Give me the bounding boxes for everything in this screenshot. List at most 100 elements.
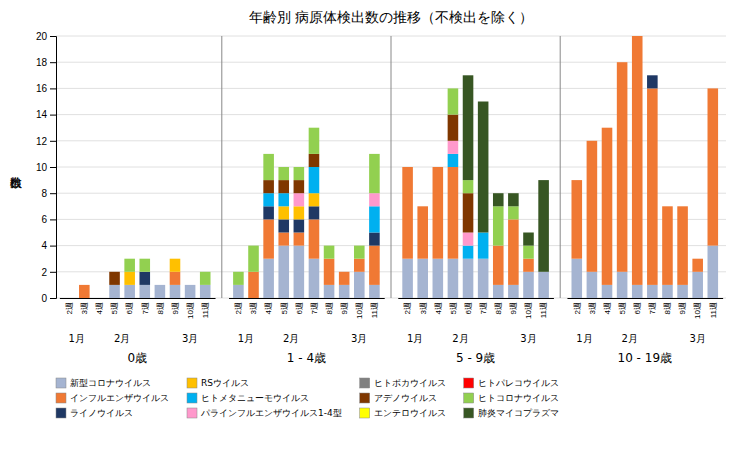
bar-segment <box>662 206 673 207</box>
bar-segment <box>339 285 350 298</box>
bar-segment <box>692 258 703 259</box>
bar-segment <box>155 285 166 298</box>
tick-mark <box>50 219 56 220</box>
bar-segment <box>79 284 90 285</box>
bar-segment <box>339 271 350 272</box>
bar-segment <box>200 272 211 285</box>
bar-segment <box>587 141 598 272</box>
bar-segment <box>155 284 166 285</box>
tick-label: 4週 <box>434 302 443 314</box>
bar-segment <box>185 284 196 285</box>
group-label: 5 - 9歳 <box>456 351 495 365</box>
x-tick: 7週 <box>141 298 150 314</box>
bar-segment <box>632 36 643 37</box>
group-label: 0歳 <box>127 351 147 365</box>
title: 年齢別 病原体検出数の推移（不検出を除く） <box>249 9 533 25</box>
bar-segment <box>185 285 196 298</box>
x-tick: 6週 <box>125 298 134 314</box>
bar-segment <box>417 206 428 207</box>
bar-segment <box>94 298 105 299</box>
bar-segment <box>309 219 320 258</box>
bar-segment <box>155 284 166 285</box>
x-tick: 5週 <box>110 298 119 314</box>
bar-segment <box>79 285 90 298</box>
month-label: 2月 <box>283 333 299 344</box>
legend-label: ヒトコロナウイルス <box>478 393 559 403</box>
bar-segment <box>278 193 289 206</box>
legend: 新型コロナウイルスインフルエンザウイルスライノウイルスRSウイルスヒトメタニュー… <box>56 378 559 418</box>
x-tick: 3週 <box>419 298 428 314</box>
bar-segment <box>79 284 90 285</box>
tick-label: 8週 <box>494 302 503 314</box>
bar-segment <box>448 141 459 154</box>
x-tick: 4週 <box>95 298 104 314</box>
bar-segment <box>692 258 703 259</box>
bar-segment <box>602 127 613 128</box>
legend-swatch <box>464 393 474 403</box>
bar-segment <box>200 271 211 272</box>
bar-segment <box>417 206 428 207</box>
bar-segment <box>124 258 135 259</box>
bar-segment <box>94 298 105 299</box>
bar-segment <box>571 180 582 181</box>
bar-segment <box>587 140 598 141</box>
bar-segment <box>417 206 428 207</box>
tick-mark <box>50 167 56 168</box>
bar-segment <box>79 284 90 285</box>
tick-label: 6週 <box>464 302 473 314</box>
x-tick: 4週 <box>264 298 273 314</box>
tick-label: 5週 <box>280 302 289 314</box>
bar-segment <box>402 167 413 168</box>
tick-label: 2 <box>41 267 47 278</box>
bar-segment <box>64 298 75 299</box>
bar-segment <box>124 285 135 298</box>
x-tick: 7週 <box>479 298 488 314</box>
tick-label: 2週 <box>573 302 582 314</box>
x-axis: 2週3週4週5週6週7週8週9週10週11週 <box>60 298 216 319</box>
bar-segment <box>170 258 181 259</box>
x-tick: 2週 <box>573 298 582 314</box>
bar-segment <box>155 284 166 285</box>
bar-segment <box>294 233 305 246</box>
legend-item: ヒトコロナウイルス <box>464 393 559 403</box>
tick-mark <box>50 62 56 63</box>
bar-segment <box>662 206 673 207</box>
legend-item: ライノウイルス <box>56 408 133 418</box>
legend-item: インフルエンザウイルス <box>56 393 169 403</box>
bar-segment <box>632 36 643 37</box>
bar-segment <box>64 298 75 299</box>
tick-label: 18 <box>36 57 48 68</box>
bar-segment <box>294 167 305 168</box>
bar-segment <box>402 167 413 168</box>
axis-line <box>398 298 554 299</box>
bar-segment <box>538 180 549 272</box>
bar-segment <box>339 271 350 272</box>
bar-segment <box>109 271 120 272</box>
x-tick: 3週 <box>80 298 89 314</box>
bar-segment <box>354 246 365 259</box>
bar-segment <box>64 298 75 299</box>
bar-segment <box>309 206 320 219</box>
bar-segment <box>324 285 335 298</box>
bar-series <box>463 75 549 271</box>
legend-label: ヒトパレコウイルス <box>478 378 559 388</box>
x-annotations: 1月2月3月0歳1月2月3月1 - 4歳1月2月3月5 - 9歳1月2月3月10… <box>69 333 706 365</box>
x-tick: 11週 <box>370 298 379 318</box>
bar-segment <box>662 206 673 207</box>
bar-segment <box>617 62 628 63</box>
tick-label: 7週 <box>479 302 488 314</box>
bar-segment <box>463 246 474 259</box>
bar-segment <box>571 180 582 181</box>
plot: 024681012141618202週3週4週5週6週7週8週9週10週11週2… <box>36 31 726 365</box>
legend-label: アデノウイルス <box>374 393 437 403</box>
y-tick: 8 <box>41 188 56 199</box>
bar-segment <box>602 285 613 298</box>
bar-segment <box>433 167 444 168</box>
x-tick: 2週 <box>234 298 243 314</box>
bar-segment <box>402 167 413 168</box>
bar-segment <box>587 140 598 141</box>
bar-segment <box>478 102 489 233</box>
bar-segment <box>170 258 181 259</box>
bar-segment <box>185 284 196 285</box>
bar-segment <box>677 206 688 207</box>
